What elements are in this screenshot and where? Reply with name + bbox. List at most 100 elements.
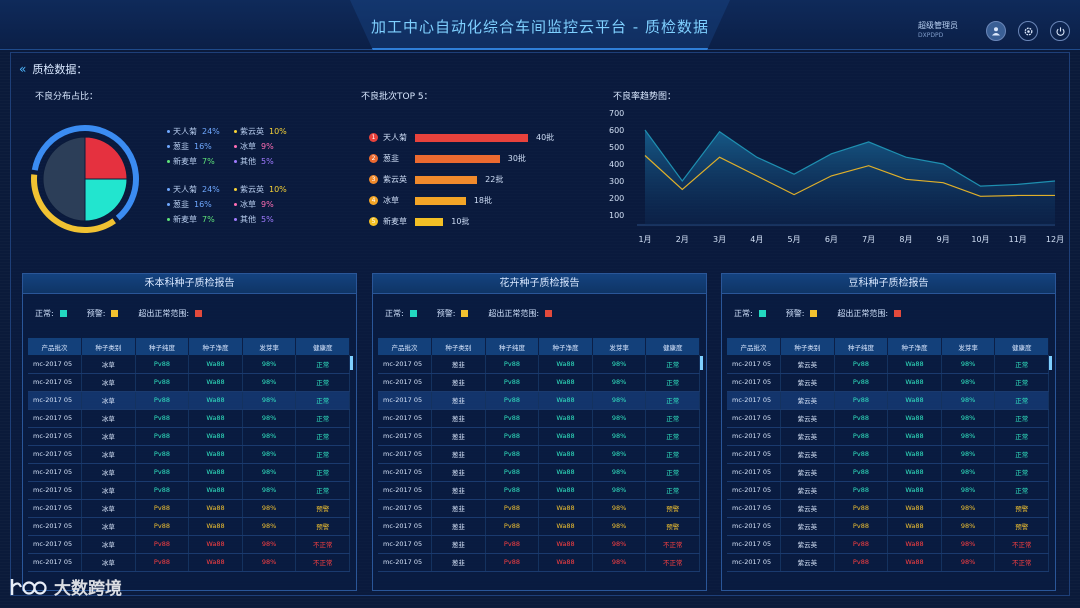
scrollbar-thumb[interactable] xyxy=(350,356,353,370)
cell-purity: Pv88 xyxy=(135,553,190,572)
donut-slice-a[interactable] xyxy=(84,136,128,180)
table-row[interactable]: mc-2017 05 葱韭 Pv88 Wa88 98% 正常 xyxy=(378,355,700,374)
top5-row[interactable]: 3 紫云英 22批 xyxy=(369,169,569,190)
table-row[interactable]: mc-2017 05 冰草 Pv88 Wa88 98% 正常 xyxy=(28,409,350,428)
table-row[interactable]: mc-2017 05 紫云英 Pv88 Wa88 98% 预警 xyxy=(727,499,1049,518)
donut-slice-c[interactable] xyxy=(42,136,86,222)
table-row[interactable]: mc-2017 05 葱韭 Pv88 Wa88 98% 正常 xyxy=(378,445,700,464)
table-row[interactable]: mc-2017 05 葱韭 Pv88 Wa88 98% 不正常 xyxy=(378,535,700,554)
legend-item[interactable]: 其他 5% xyxy=(234,214,301,225)
table-row[interactable]: mc-2017 05 葱韭 Pv88 Wa88 98% 正常 xyxy=(378,373,700,392)
table-row[interactable]: mc-2017 05 紫云英 Pv88 Wa88 98% 正常 xyxy=(727,355,1049,374)
double-chevron-left-icon[interactable]: « xyxy=(19,62,27,76)
table-row[interactable]: mc-2017 05 紫云英 Pv88 Wa88 98% 正常 xyxy=(727,409,1049,428)
legend-item[interactable]: 葱韭 16% xyxy=(167,199,234,210)
legend-item[interactable]: 新麦草 7% xyxy=(167,156,234,167)
column-header[interactable]: 产品批次 xyxy=(28,338,83,355)
table-row[interactable]: mc-2017 05 紫云英 Pv88 Wa88 98% 不正常 xyxy=(727,553,1049,572)
column-header[interactable]: 种子类别 xyxy=(780,338,835,355)
table-row[interactable]: mc-2017 05 冰草 Pv88 Wa88 98% 正常 xyxy=(28,445,350,464)
scrollbar-thumb[interactable] xyxy=(700,356,703,370)
column-header[interactable]: 发芽率 xyxy=(592,338,647,355)
table-row[interactable]: mc-2017 05 紫云英 Pv88 Wa88 98% 正常 xyxy=(727,481,1049,500)
column-header[interactable]: 健康度 xyxy=(645,338,700,355)
cell-rate: 98% xyxy=(941,373,996,392)
column-header[interactable]: 种子纯度 xyxy=(834,338,889,355)
table-row[interactable]: mc-2017 05 葱韭 Pv88 Wa88 98% 正常 xyxy=(378,463,700,482)
cell-purity: Pv88 xyxy=(485,373,540,392)
legend-item[interactable]: 天人菊 24% xyxy=(167,184,234,195)
table-row[interactable]: mc-2017 05 葱韭 Pv88 Wa88 98% 正常 xyxy=(378,481,700,500)
legend-item[interactable]: 冰草 9% xyxy=(234,199,301,210)
table-row[interactable]: mc-2017 05 紫云英 Pv88 Wa88 98% 不正常 xyxy=(727,535,1049,554)
table-row[interactable]: mc-2017 05 冰草 Pv88 Wa88 98% 正常 xyxy=(28,427,350,446)
legend-item[interactable]: 新麦草 7% xyxy=(167,214,234,225)
table-row[interactable]: mc-2017 05 冰草 Pv88 Wa88 98% 正常 xyxy=(28,355,350,374)
column-header[interactable]: 种子纯度 xyxy=(485,338,540,355)
column-header[interactable]: 产品批次 xyxy=(378,338,433,355)
legend-item[interactable]: 紫云英 10% xyxy=(234,126,301,137)
cell-clean: Wa88 xyxy=(887,535,942,554)
table-row[interactable]: mc-2017 05 冰草 Pv88 Wa88 98% 预警 xyxy=(28,517,350,536)
table-row[interactable]: mc-2017 05 葱韭 Pv88 Wa88 98% 正常 xyxy=(378,409,700,428)
table-row[interactable]: mc-2017 05 冰草 Pv88 Wa88 98% 正常 xyxy=(28,391,350,410)
table-row[interactable]: mc-2017 05 紫云英 Pv88 Wa88 98% 正常 xyxy=(727,373,1049,392)
table-row[interactable]: mc-2017 05 葱韭 Pv88 Wa88 98% 正常 xyxy=(378,427,700,446)
column-header[interactable]: 种子净度 xyxy=(538,338,593,355)
table-row[interactable]: mc-2017 05 紫云英 Pv88 Wa88 98% 预警 xyxy=(727,517,1049,536)
cell-batch: mc-2017 05 xyxy=(28,463,83,482)
legend-item[interactable]: 天人菊 24% xyxy=(167,126,234,137)
cell-clean: Wa88 xyxy=(538,427,593,446)
table-row[interactable]: mc-2017 05 葱韭 Pv88 Wa88 98% 预警 xyxy=(378,499,700,518)
donut-slice-b[interactable] xyxy=(84,178,128,222)
column-header[interactable]: 种子净度 xyxy=(188,338,243,355)
table-row[interactable]: mc-2017 05 冰草 Pv88 Wa88 98% 不正常 xyxy=(28,535,350,554)
cell-batch: mc-2017 05 xyxy=(727,553,782,572)
top5-row[interactable]: 1 天人菊 40批 xyxy=(369,127,569,148)
table-row[interactable]: mc-2017 05 冰草 Pv88 Wa88 98% 不正常 xyxy=(28,553,350,572)
main-frame: « 质检数据： 不良分布占比： 不良批次TOP 5： 不良率趋势图： 天人菊 24… xyxy=(10,52,1070,596)
legend-label: 紫云英 xyxy=(240,127,264,136)
table-row[interactable]: mc-2017 05 冰草 Pv88 Wa88 98% 正常 xyxy=(28,373,350,392)
legend-percent: 9% xyxy=(261,142,274,151)
top5-row[interactable]: 4 冰草 18批 xyxy=(369,190,569,211)
cell-kind: 紫云英 xyxy=(780,391,835,410)
column-header[interactable]: 种子净度 xyxy=(887,338,942,355)
legend-item[interactable]: 紫云英 10% xyxy=(234,184,301,195)
column-header[interactable]: 种子类别 xyxy=(81,338,136,355)
table-row[interactable]: mc-2017 05 紫云英 Pv88 Wa88 98% 正常 xyxy=(727,391,1049,410)
column-header[interactable]: 健康度 xyxy=(295,338,350,355)
cell-clean: Wa88 xyxy=(887,481,942,500)
table-row[interactable]: mc-2017 05 葱韭 Pv88 Wa88 98% 预警 xyxy=(378,517,700,536)
settings-button[interactable] xyxy=(1018,21,1038,41)
column-header[interactable]: 健康度 xyxy=(994,338,1049,355)
scrollbar-thumb[interactable] xyxy=(1049,356,1052,370)
table-row[interactable]: mc-2017 05 紫云英 Pv88 Wa88 98% 正常 xyxy=(727,463,1049,482)
column-header[interactable]: 种子类别 xyxy=(431,338,486,355)
power-button[interactable] xyxy=(1050,21,1070,41)
top5-row[interactable]: 2 葱韭 30批 xyxy=(369,148,569,169)
user-avatar-button[interactable] xyxy=(986,21,1006,41)
table-row[interactable]: mc-2017 05 紫云英 Pv88 Wa88 98% 正常 xyxy=(727,445,1049,464)
table-row[interactable]: mc-2017 05 葱韭 Pv88 Wa88 98% 不正常 xyxy=(378,553,700,572)
legend-item[interactable]: 葱韭 16% xyxy=(167,141,234,152)
legend-item[interactable]: 其他 5% xyxy=(234,156,301,167)
cell-purity: Pv88 xyxy=(135,463,190,482)
section-header[interactable]: « 质检数据： xyxy=(19,61,87,77)
cell-health: 不正常 xyxy=(994,553,1049,572)
top5-row[interactable]: 5 新麦草 10批 xyxy=(369,211,569,232)
table-row[interactable]: mc-2017 05 冰草 Pv88 Wa88 98% 正常 xyxy=(28,463,350,482)
status-legend-out: 超出正常范围: xyxy=(138,308,203,338)
column-header[interactable]: 发芽率 xyxy=(941,338,996,355)
legend-label: 冰草 xyxy=(240,142,256,151)
user-info[interactable]: 超级管理员 DXPDPD xyxy=(918,20,958,39)
table-row[interactable]: mc-2017 05 葱韭 Pv88 Wa88 98% 正常 xyxy=(378,391,700,410)
column-header[interactable]: 产品批次 xyxy=(727,338,782,355)
table-row[interactable]: mc-2017 05 冰草 Pv88 Wa88 98% 预警 xyxy=(28,499,350,518)
column-header[interactable]: 发芽率 xyxy=(242,338,297,355)
cell-kind: 葱韭 xyxy=(431,445,486,464)
table-row[interactable]: mc-2017 05 紫云英 Pv88 Wa88 98% 正常 xyxy=(727,427,1049,446)
table-row[interactable]: mc-2017 05 冰草 Pv88 Wa88 98% 正常 xyxy=(28,481,350,500)
column-header[interactable]: 种子纯度 xyxy=(135,338,190,355)
legend-item[interactable]: 冰草 9% xyxy=(234,141,301,152)
